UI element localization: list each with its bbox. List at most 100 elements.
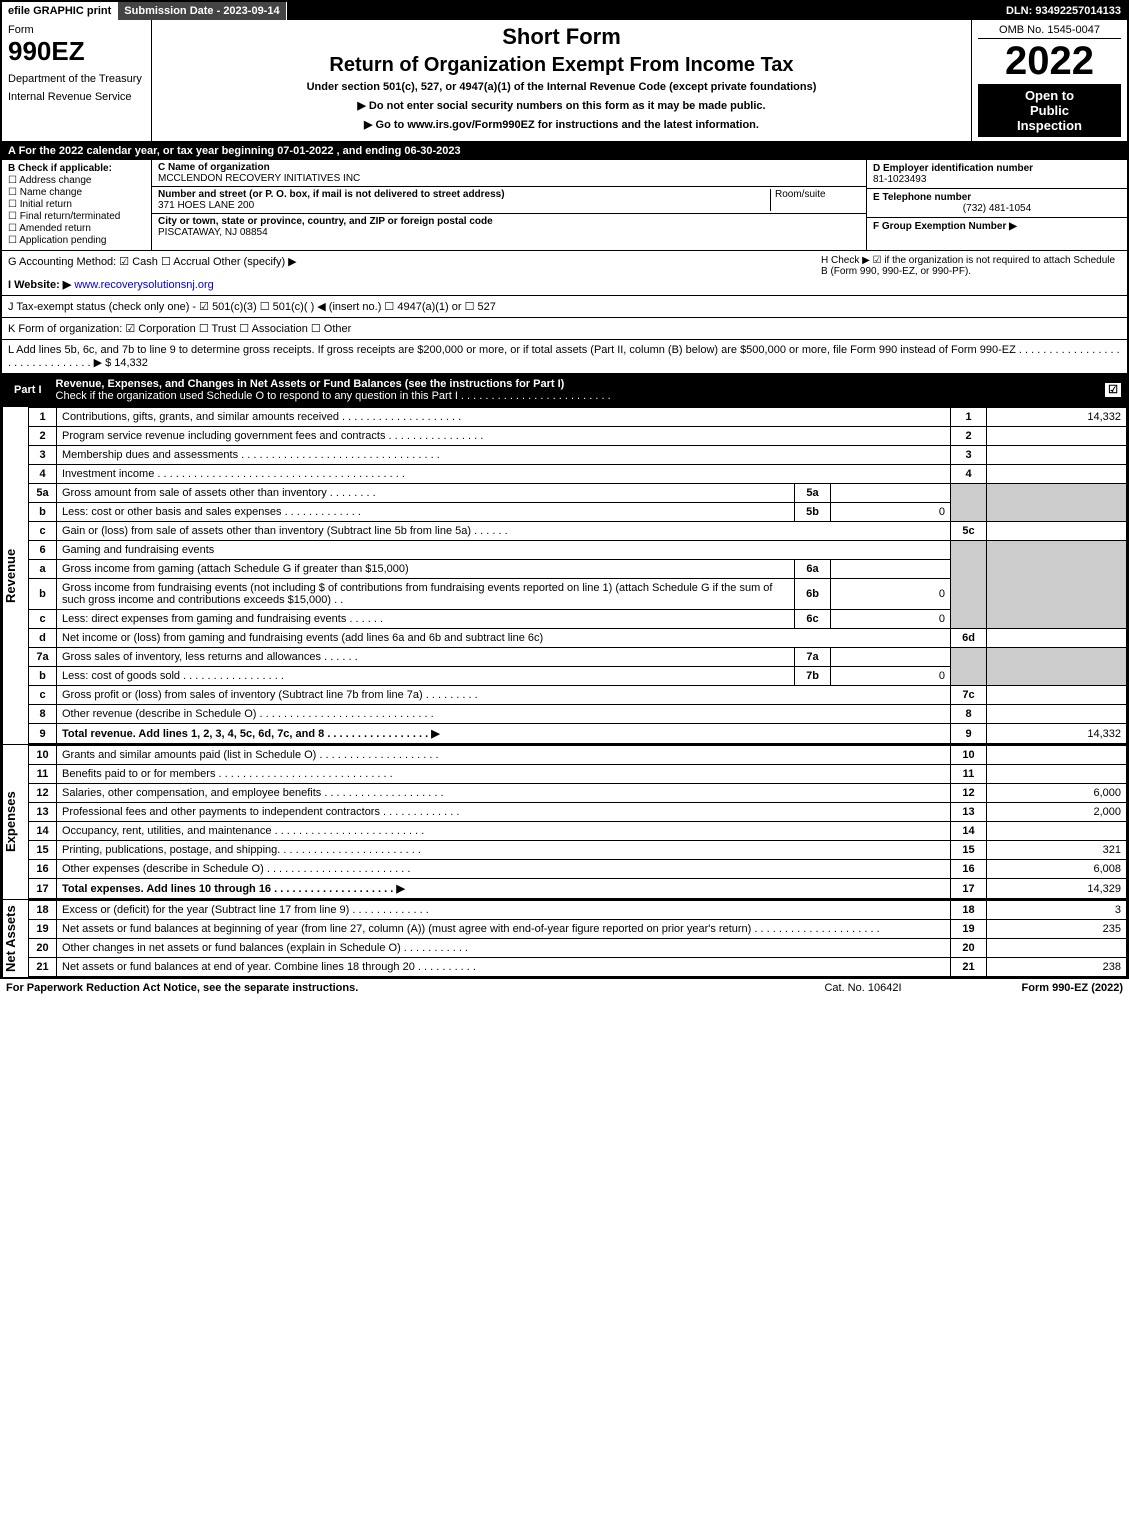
line-4-ln: 4: [951, 465, 987, 484]
line-7b-sub: 7b: [795, 667, 831, 686]
line-21-num: 21: [29, 958, 57, 977]
goto-link[interactable]: ▶ Go to www.irs.gov/Form990EZ for instru…: [160, 118, 963, 131]
gray-7: [951, 648, 987, 686]
line-20-num: 20: [29, 939, 57, 958]
line-1-desc: Contributions, gifts, grants, and simila…: [57, 408, 951, 427]
line-13-num: 13: [29, 803, 57, 822]
line-20-ln: 20: [951, 939, 987, 958]
dln: DLN: 93492257014133: [1000, 2, 1127, 20]
j-text: J Tax-exempt status (check only one) - ☑…: [8, 300, 496, 313]
line-10-ln: 10: [951, 746, 987, 765]
line-6b-sub: 6b: [795, 579, 831, 610]
line-14-ln: 14: [951, 822, 987, 841]
line-6a-desc: Gross income from gaming (attach Schedul…: [57, 560, 795, 579]
line-6-desc: Gaming and fundraising events: [57, 541, 951, 560]
line-4-val: [987, 465, 1127, 484]
line-6d-desc: Net income or (loss) from gaming and fun…: [57, 629, 951, 648]
gray-6: [951, 541, 987, 629]
tax-year: 2022: [978, 39, 1121, 84]
line-19-desc: Net assets or fund balances at beginning…: [57, 920, 951, 939]
expenses-table: 10Grants and similar amounts paid (list …: [28, 745, 1127, 899]
line-13-ln: 13: [951, 803, 987, 822]
g-accounting-method: G Accounting Method: ☑ Cash ☐ Accrual Ot…: [8, 255, 821, 268]
line-11-desc: Benefits paid to or for members . . . . …: [57, 765, 951, 784]
col-d-e-f: D Employer identification number 81-1023…: [867, 160, 1127, 250]
org-name: MCCLENDON RECOVERY INITIATIVES INC: [158, 173, 360, 184]
line-20-val: [987, 939, 1127, 958]
chk-initial-return[interactable]: Initial return: [8, 199, 145, 210]
line-6-num: 6: [29, 541, 57, 560]
line-5b-sub: 5b: [795, 503, 831, 522]
chk-name-change[interactable]: Name change: [8, 187, 145, 198]
footer-form-ref: Form 990-EZ (2022): [1022, 982, 1123, 994]
b-label: B Check if applicable:: [8, 163, 112, 174]
line-6b-sv: 0: [831, 579, 951, 610]
inspect-line-3: Inspection: [982, 118, 1117, 133]
line-6c-desc: Less: direct expenses from gaming and fu…: [57, 610, 795, 629]
line-6c-num: c: [29, 610, 57, 629]
line-11-ln: 11: [951, 765, 987, 784]
line-6b-num: b: [29, 579, 57, 610]
line-8-val: [987, 705, 1127, 724]
short-form-title: Short Form: [160, 24, 963, 50]
line-6a-sv: [831, 560, 951, 579]
h-schedule-b-check: H Check ▶ ☑ if the organization is not r…: [821, 255, 1121, 291]
chk-final-return[interactable]: Final return/terminated: [8, 211, 145, 222]
line-19-val: 235: [987, 920, 1127, 939]
line-5b-desc: Less: cost or other basis and sales expe…: [57, 503, 795, 522]
line-7b-num: b: [29, 667, 57, 686]
line-12-num: 12: [29, 784, 57, 803]
line-7a-sub: 7a: [795, 648, 831, 667]
line-5b-num: b: [29, 503, 57, 522]
line-6d-num: d: [29, 629, 57, 648]
line-8-ln: 8: [951, 705, 987, 724]
line-12-ln: 12: [951, 784, 987, 803]
line-2-ln: 2: [951, 427, 987, 446]
no-ssn-notice: ▶ Do not enter social security numbers o…: [160, 99, 963, 112]
irs-label: Internal Revenue Service: [8, 91, 145, 103]
chk-application-pending[interactable]: Application pending: [8, 235, 145, 246]
website-link[interactable]: www.recoverysolutionsnj.org: [74, 279, 213, 291]
ein-value: 81-1023493: [873, 174, 926, 185]
line-5c-desc: Gain or (loss) from sale of assets other…: [57, 522, 951, 541]
line-16-desc: Other expenses (describe in Schedule O) …: [57, 860, 951, 879]
line-17-num: 17: [29, 879, 57, 899]
line-12-desc: Salaries, other compensation, and employ…: [57, 784, 951, 803]
line-1-num: 1: [29, 408, 57, 427]
revenue-table: 1Contributions, gifts, grants, and simil…: [28, 407, 1127, 744]
line-7c-ln: 7c: [951, 686, 987, 705]
form-subtitle: Under section 501(c), 527, or 4947(a)(1)…: [160, 81, 963, 93]
line-17-desc: Total expenses. Add lines 10 through 16 …: [57, 879, 951, 899]
dept-treasury: Department of the Treasury: [8, 73, 145, 85]
line-5c-num: c: [29, 522, 57, 541]
line-7a-sv: [831, 648, 951, 667]
line-9-val: 14,332: [987, 724, 1127, 744]
line-3-num: 3: [29, 446, 57, 465]
c-name-label: C Name of organization: [158, 162, 270, 173]
line-3-ln: 3: [951, 446, 987, 465]
line-3-val: [987, 446, 1127, 465]
row-a-tax-year: A For the 2022 calendar year, or tax yea…: [2, 142, 1127, 160]
net-assets-section: Net Assets 18Excess or (deficit) for the…: [2, 900, 1127, 977]
line-5c-ln: 5c: [951, 522, 987, 541]
line-7c-desc: Gross profit or (loss) from sales of inv…: [57, 686, 951, 705]
d-ein-label: D Employer identification number: [873, 163, 1033, 174]
line-16-ln: 16: [951, 860, 987, 879]
line-18-num: 18: [29, 901, 57, 920]
part-i-title: Revenue, Expenses, and Changes in Net As…: [56, 378, 565, 390]
efile-label: efile GRAPHIC print: [2, 2, 118, 20]
line-14-num: 14: [29, 822, 57, 841]
line-1-ln: 1: [951, 408, 987, 427]
net-assets-sidebar-label: Net Assets: [2, 900, 28, 977]
header-left: Form 990EZ Department of the Treasury In…: [2, 20, 152, 141]
gray-6v: [987, 541, 1127, 629]
line-18-ln: 18: [951, 901, 987, 920]
chk-amended-return[interactable]: Amended return: [8, 223, 145, 234]
line-17-desc-text: Total expenses. Add lines 10 through 16 …: [62, 883, 405, 895]
chk-address-change[interactable]: Address change: [8, 175, 145, 186]
line-12-val: 6,000: [987, 784, 1127, 803]
l-text: L Add lines 5b, 6c, and 7b to line 9 to …: [8, 344, 1121, 369]
part-i-checkbox[interactable]: ☑: [1105, 383, 1121, 397]
line-2-desc: Program service revenue including govern…: [57, 427, 951, 446]
org-city: PISCATAWAY, NJ 08854: [158, 227, 268, 238]
